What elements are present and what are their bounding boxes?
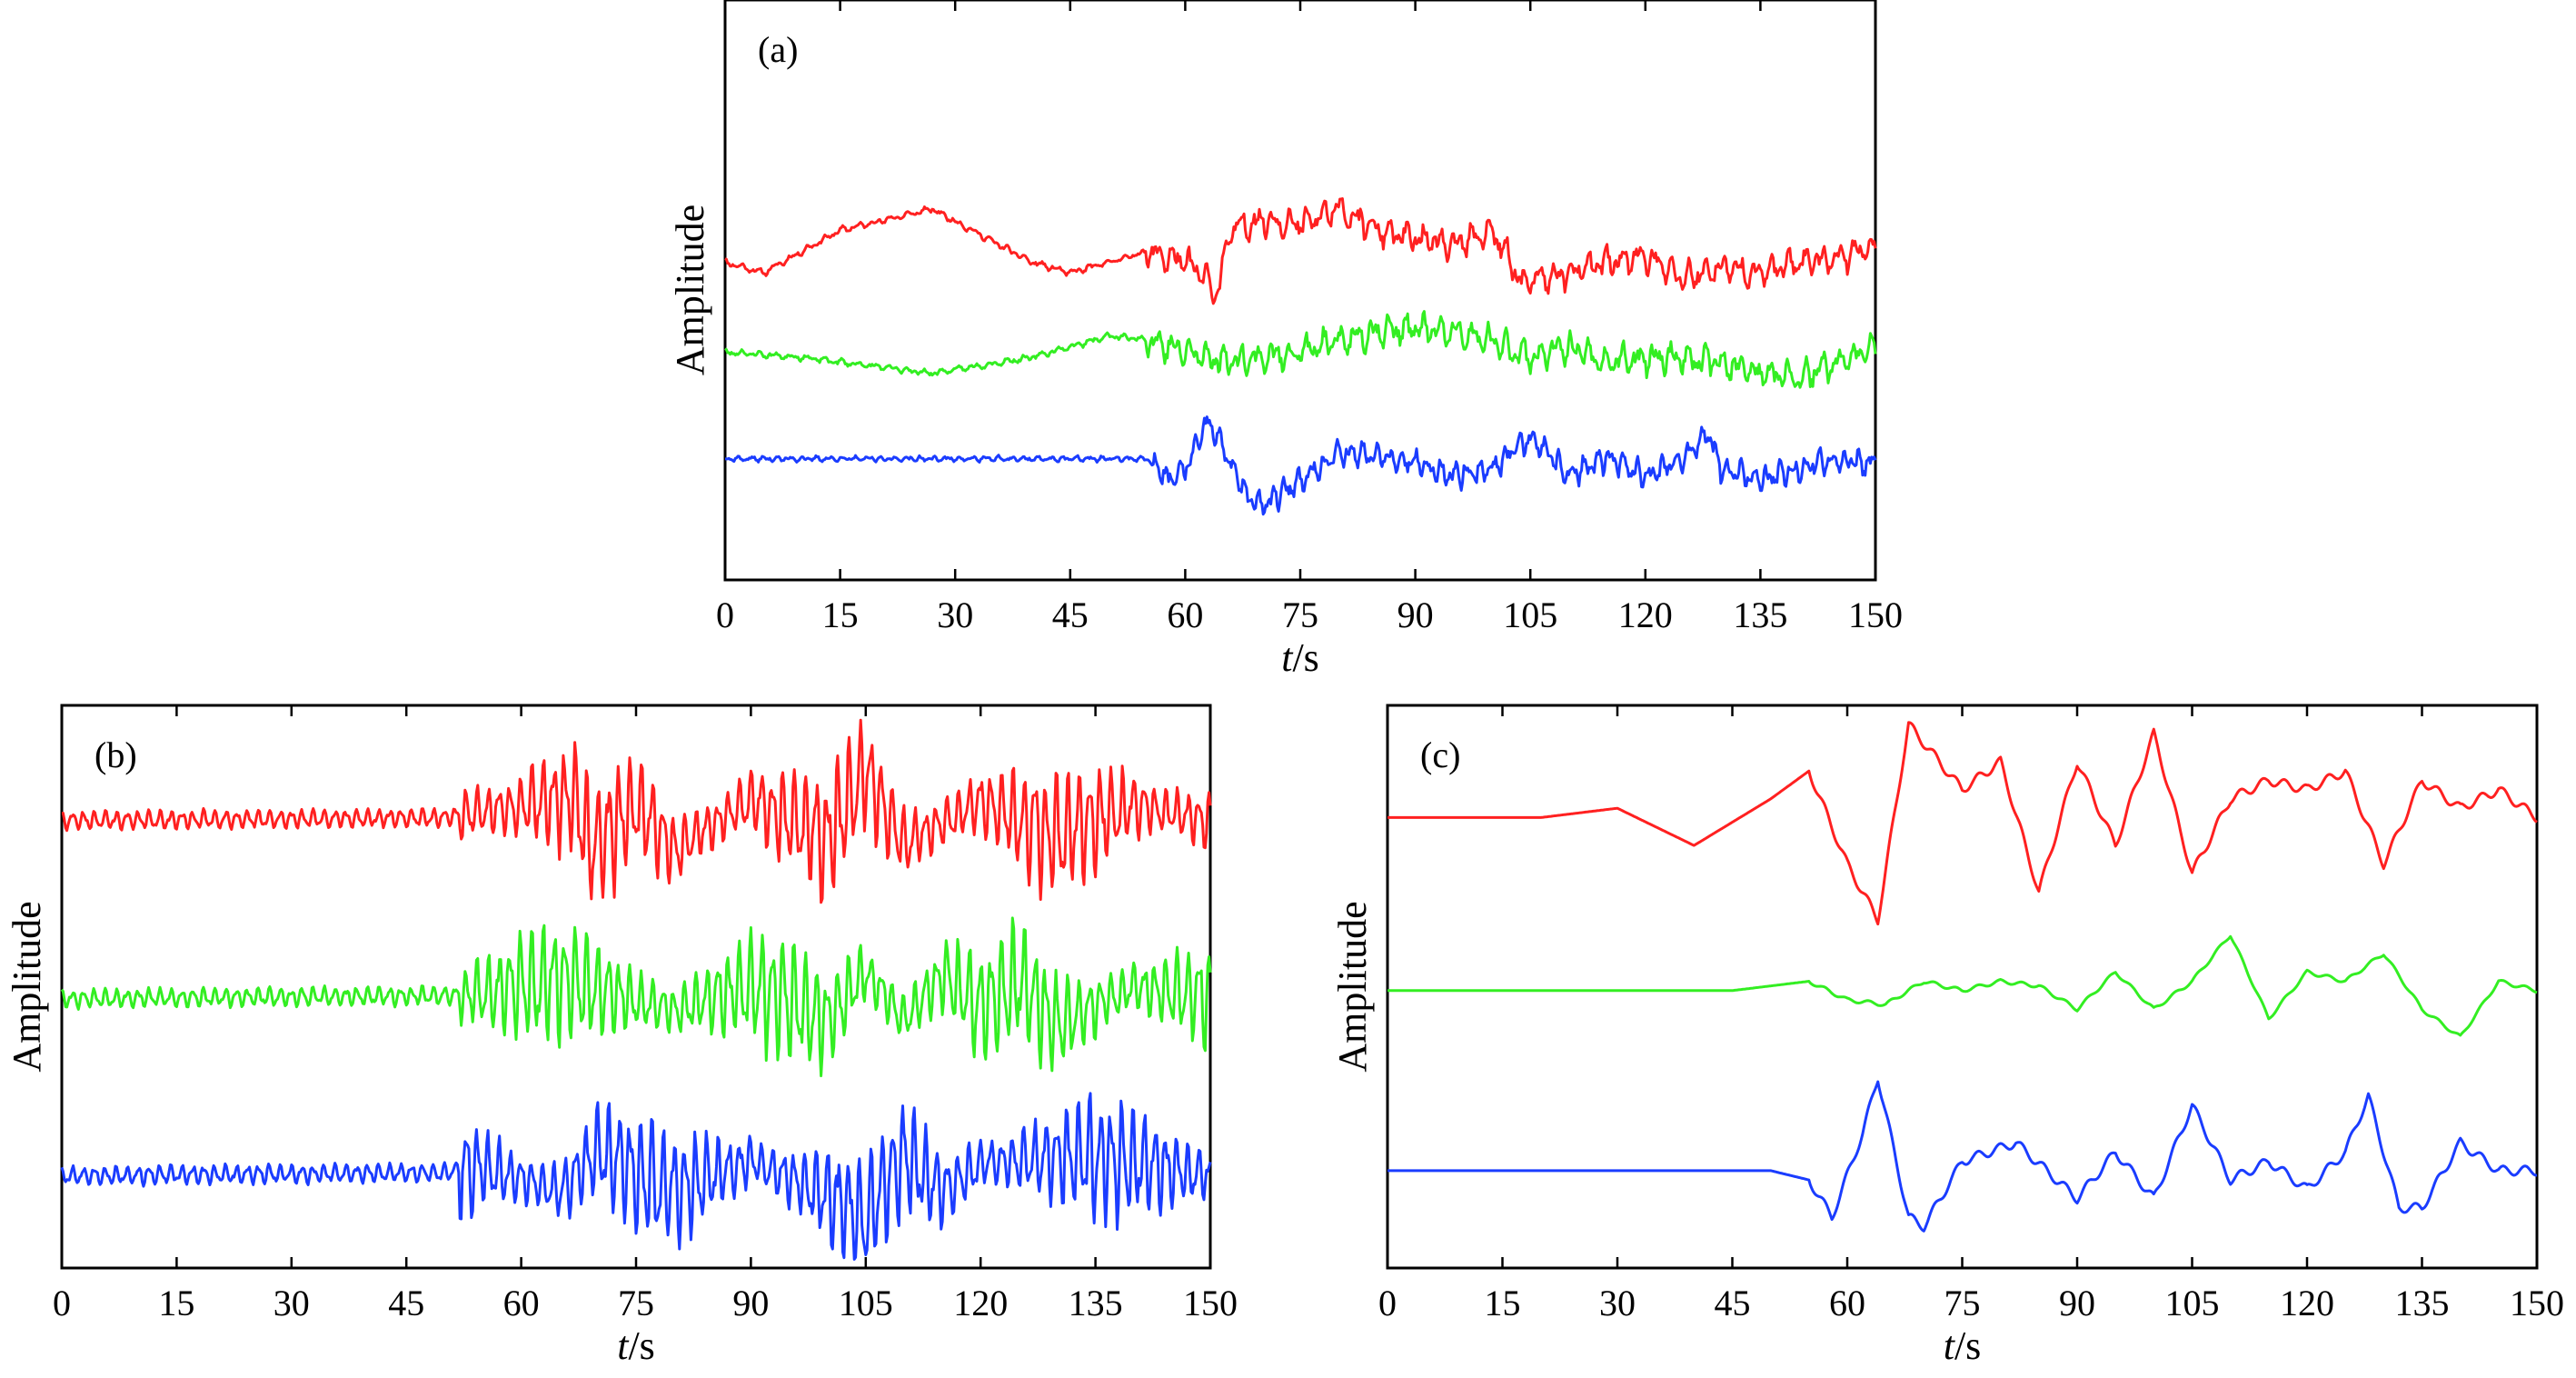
- x-tick-label: 105: [839, 1283, 893, 1323]
- x-tick-label: 0: [1378, 1283, 1397, 1323]
- series-line-green: [60, 916, 1212, 1078]
- x-tick-label: 150: [1183, 1283, 1238, 1323]
- series-line-green: [1387, 934, 2538, 1037]
- x-tick-label: 120: [2280, 1283, 2334, 1323]
- x-tick-label: 0: [716, 594, 734, 635]
- y-axis-label: Amplitude: [5, 901, 49, 1072]
- panel-label: (c): [1420, 734, 1460, 775]
- x-tick-label: 0: [53, 1283, 71, 1323]
- x-tick-label: 90: [732, 1283, 769, 1323]
- x-tick-label: 15: [822, 594, 859, 635]
- x-tick-label: 30: [937, 594, 973, 635]
- x-tick-label: 15: [158, 1283, 194, 1323]
- panel-label: (b): [94, 734, 137, 775]
- x-tick-label: 60: [1167, 594, 1203, 635]
- x-tick-label: 30: [1599, 1283, 1636, 1323]
- panel-label: (a): [758, 29, 798, 70]
- x-tick-label: 75: [1282, 594, 1318, 635]
- x-tick-label: 45: [388, 1283, 424, 1323]
- series-line-green: [724, 310, 1877, 389]
- series-line-blue: [60, 1092, 1212, 1261]
- panel-a: 0 15 30 45 60 75 90 105 120 135 150 (a) t/s Amplitude: [668, 0, 1903, 680]
- x-axis-label: t/s: [617, 1323, 655, 1368]
- x-tick-label: 75: [618, 1283, 654, 1323]
- x-tick-label: 45: [1715, 1283, 1751, 1323]
- x-tick-label: 105: [2165, 1283, 2220, 1323]
- x-tick-label: 150: [2510, 1283, 2564, 1323]
- series-line-red: [1387, 721, 2538, 926]
- x-tick-label: 60: [503, 1283, 540, 1323]
- x-axis-label: t/s: [1281, 635, 1319, 680]
- x-tick-label: 135: [1733, 594, 1787, 635]
- y-axis-label: Amplitude: [1330, 901, 1375, 1072]
- x-tick-label: 90: [2059, 1283, 2095, 1323]
- x-tick-label: 75: [1944, 1283, 1981, 1323]
- x-tick-label: 135: [2395, 1283, 2450, 1323]
- x-tick-label: 105: [1503, 594, 1557, 635]
- series-line-blue: [1387, 1080, 2538, 1233]
- panel-c: 0 15 30 45 60 75 90 105 120 135 150 (c) t/s Amplitude: [1330, 704, 2564, 1368]
- x-tick-label: 120: [953, 1283, 1008, 1323]
- series-line-red: [724, 197, 1877, 305]
- y-axis-label: Amplitude: [668, 205, 712, 375]
- x-axis-label: t/s: [1944, 1323, 1982, 1368]
- x-tick-label: 30: [274, 1283, 310, 1323]
- panel-b: 0 15 30 45 60 75 90 105 120 135 150 (b) t/s Amplitude: [5, 704, 1238, 1368]
- x-tick-label: 120: [1618, 594, 1673, 635]
- plot-frame: [723, 0, 1877, 582]
- series-line-blue: [724, 415, 1877, 516]
- x-tick-label: 60: [1829, 1283, 1865, 1323]
- x-tick-label: 135: [1069, 1283, 1123, 1323]
- x-tick-label: 45: [1052, 594, 1089, 635]
- x-tick-label: 150: [1848, 594, 1903, 635]
- series-line-red: [61, 718, 1212, 904]
- x-tick-label: 15: [1485, 1283, 1521, 1323]
- x-tick-label: 90: [1397, 594, 1434, 635]
